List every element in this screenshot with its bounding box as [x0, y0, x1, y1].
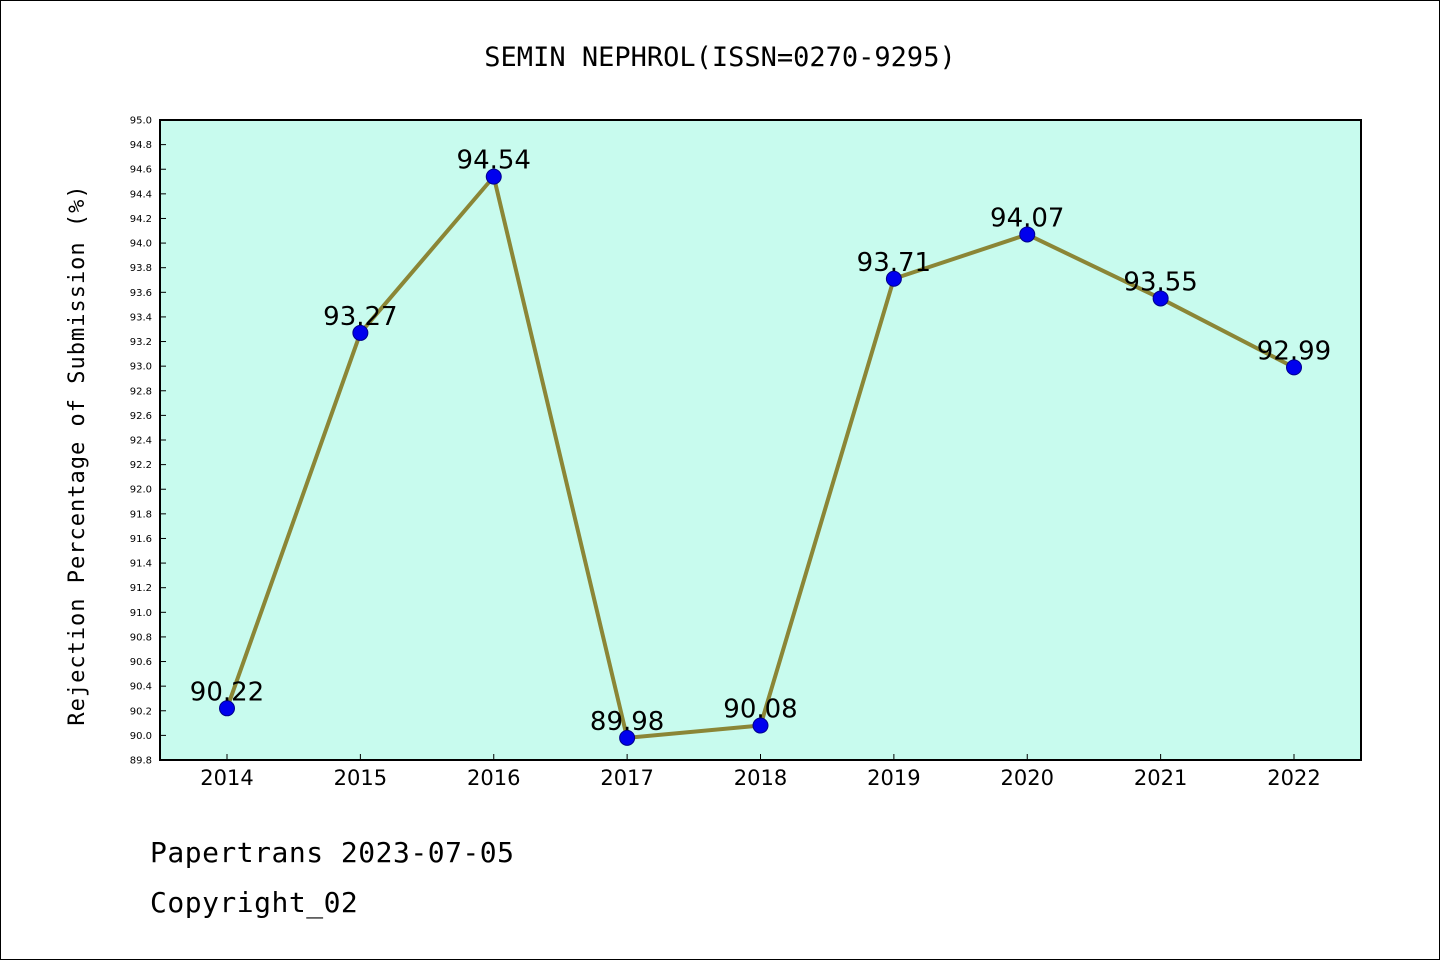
data-point-2022 [1286, 359, 1302, 376]
data-point-2021 [1152, 290, 1169, 307]
data-label-2016: 94.54 [457, 146, 531, 176]
y-tick-label: 90.4 [130, 682, 152, 693]
y-tick-label: 94.8 [130, 140, 152, 151]
x-tick-label: 2019 [867, 766, 920, 790]
y-tick-label: 94.4 [130, 189, 152, 200]
y-tick-label: 94.2 [130, 214, 152, 225]
y-tick-label: 91.8 [130, 509, 152, 520]
y-tick-label: 91.6 [130, 534, 152, 545]
markers-group [219, 168, 1302, 746]
x-tick-label: 2014 [200, 766, 253, 790]
plot-border [159, 119, 1362, 761]
y-tick-label: 89.8 [130, 756, 152, 767]
data-point-2020 [1019, 226, 1036, 243]
data-point-2017 [619, 729, 636, 746]
chart-title: SEMIN NEPHROL(ISSN=0270-9295) [484, 42, 955, 73]
y-tick-label: 92.6 [130, 411, 152, 422]
y-tick-label: 91.0 [130, 608, 152, 619]
y-tick-label: 92.0 [130, 485, 152, 496]
data-label-2017: 89.98 [590, 707, 664, 737]
y-tick-label: 93.8 [130, 263, 152, 274]
y-tick-label: 93.6 [130, 288, 152, 299]
y-tick-label: 90.8 [130, 632, 152, 643]
data-point-2019 [885, 270, 902, 287]
data-label-2021: 93.55 [1123, 267, 1197, 297]
y-tick-label: 95.0 [130, 116, 152, 127]
y-tick-label: 92.4 [130, 436, 152, 447]
plot-area [160, 120, 1361, 760]
y-tick-label: 90.2 [130, 706, 152, 717]
y-tick-label: 91.2 [130, 583, 152, 594]
x-tick-label: 2021 [1134, 766, 1187, 790]
y-axis-label: Rejection Percentage of Submission (%) [65, 184, 90, 725]
y-tick-label: 93.2 [130, 337, 152, 348]
y-tick-label: 94.6 [130, 165, 152, 176]
y-tick-label: 93.4 [130, 312, 152, 323]
data-label-2022: 92.99 [1257, 336, 1331, 366]
data-point-2014 [219, 700, 235, 717]
x-tick-label: 2015 [334, 766, 387, 790]
x-tick-label: 2017 [600, 766, 653, 790]
x-axis: 2014 2015 2016 2017 2018 2019 2020 2021 2022 [200, 754, 1321, 790]
x-tick-label: 2020 [1001, 766, 1054, 790]
y-tick-label: 94.0 [130, 239, 152, 250]
x-tick-label: 2022 [1267, 766, 1320, 790]
data-point-2018 [752, 717, 769, 734]
data-label-2014: 90.22 [190, 677, 264, 707]
footer-copyright: Copyright_02 [150, 886, 359, 919]
x-tick-label: 2016 [467, 766, 520, 790]
y-tick-label: 90.0 [130, 731, 152, 742]
data-point-2016 [485, 168, 502, 185]
x-tick-label: 2018 [734, 766, 787, 790]
data-label-2019: 93.71 [857, 248, 931, 278]
y-tick-label: 92.8 [130, 386, 152, 397]
data-label-2015: 93.27 [323, 302, 397, 332]
footer-date: Papertrans 2023-07-05 [150, 836, 515, 869]
y-tick-label: 92.2 [130, 460, 152, 471]
data-point-2015 [352, 324, 369, 341]
data-labels-group: 90.22 93.27 94.54 89.98 90.08 93.71 94.07 93.55… [190, 146, 1331, 737]
y-tick-label: 93.0 [130, 362, 152, 373]
y-tick-label: 90.6 [130, 657, 152, 668]
data-label-2018: 90.08 [723, 695, 797, 725]
y-tick-label: 91.4 [130, 559, 152, 570]
data-label-2020: 94.07 [990, 203, 1064, 233]
